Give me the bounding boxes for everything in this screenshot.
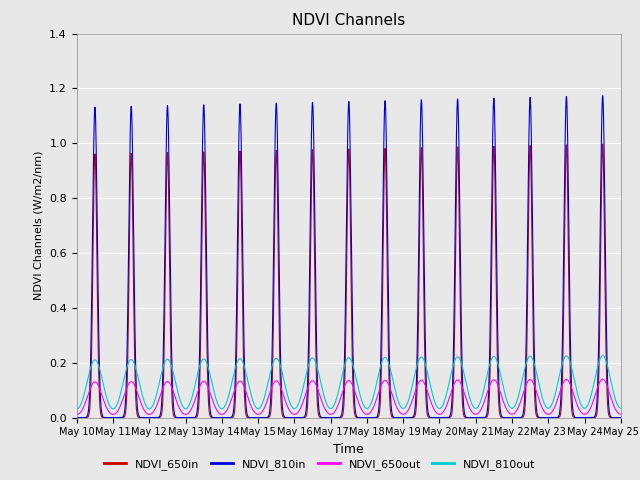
NDVI_650in [501,415,509,420]
NDVI_650out [501,403,509,409]
NDVI_650out [189,402,197,408]
NDVI_810out [189,390,197,396]
NDVI_810out [424,371,431,377]
NDVI_650in [189,415,197,420]
NDVI_810in [184,415,191,420]
NDVI_810out [276,363,284,369]
NDVI_810out [617,405,625,411]
Line: NDVI_810in: NDVI_810in [77,96,621,418]
Legend: NDVI_650in, NDVI_810in, NDVI_650out, NDVI_810out: NDVI_650in, NDVI_810in, NDVI_650out, NDV… [100,455,540,474]
NDVI_810in [599,93,607,98]
NDVI_650out [599,376,607,382]
NDVI_810in [276,348,284,354]
Line: NDVI_650in: NDVI_650in [77,144,621,418]
NDVI_650out [424,389,431,395]
Title: NDVI Channels: NDVI Channels [292,13,405,28]
NDVI_650in [184,415,191,420]
NDVI_810in [73,415,81,420]
NDVI_810in [501,415,509,420]
NDVI_810in [615,415,623,420]
NDVI_810in [189,415,197,420]
NDVI_650in [424,413,431,419]
NDVI_650out [73,411,81,417]
NDVI_810out [615,404,623,410]
X-axis label: Time: Time [333,443,364,456]
Line: NDVI_810out: NDVI_810out [77,356,621,409]
NDVI_650out [184,411,191,417]
NDVI_810in [424,407,431,413]
NDVI_810out [73,406,81,412]
NDVI_810out [501,391,509,397]
NDVI_810out [184,405,191,411]
NDVI_650in [617,415,625,420]
NDVI_650out [276,384,284,389]
NDVI_650in [73,415,81,420]
NDVI_810in [617,415,625,420]
NDVI_650out [617,411,625,417]
NDVI_650in [599,141,607,147]
NDVI_650out [615,411,623,417]
NDVI_810out [599,353,607,359]
Y-axis label: NDVI Channels (W/m2/nm): NDVI Channels (W/m2/nm) [34,151,44,300]
Line: NDVI_650out: NDVI_650out [77,379,621,414]
NDVI_650in [276,384,284,390]
NDVI_650in [615,415,623,420]
